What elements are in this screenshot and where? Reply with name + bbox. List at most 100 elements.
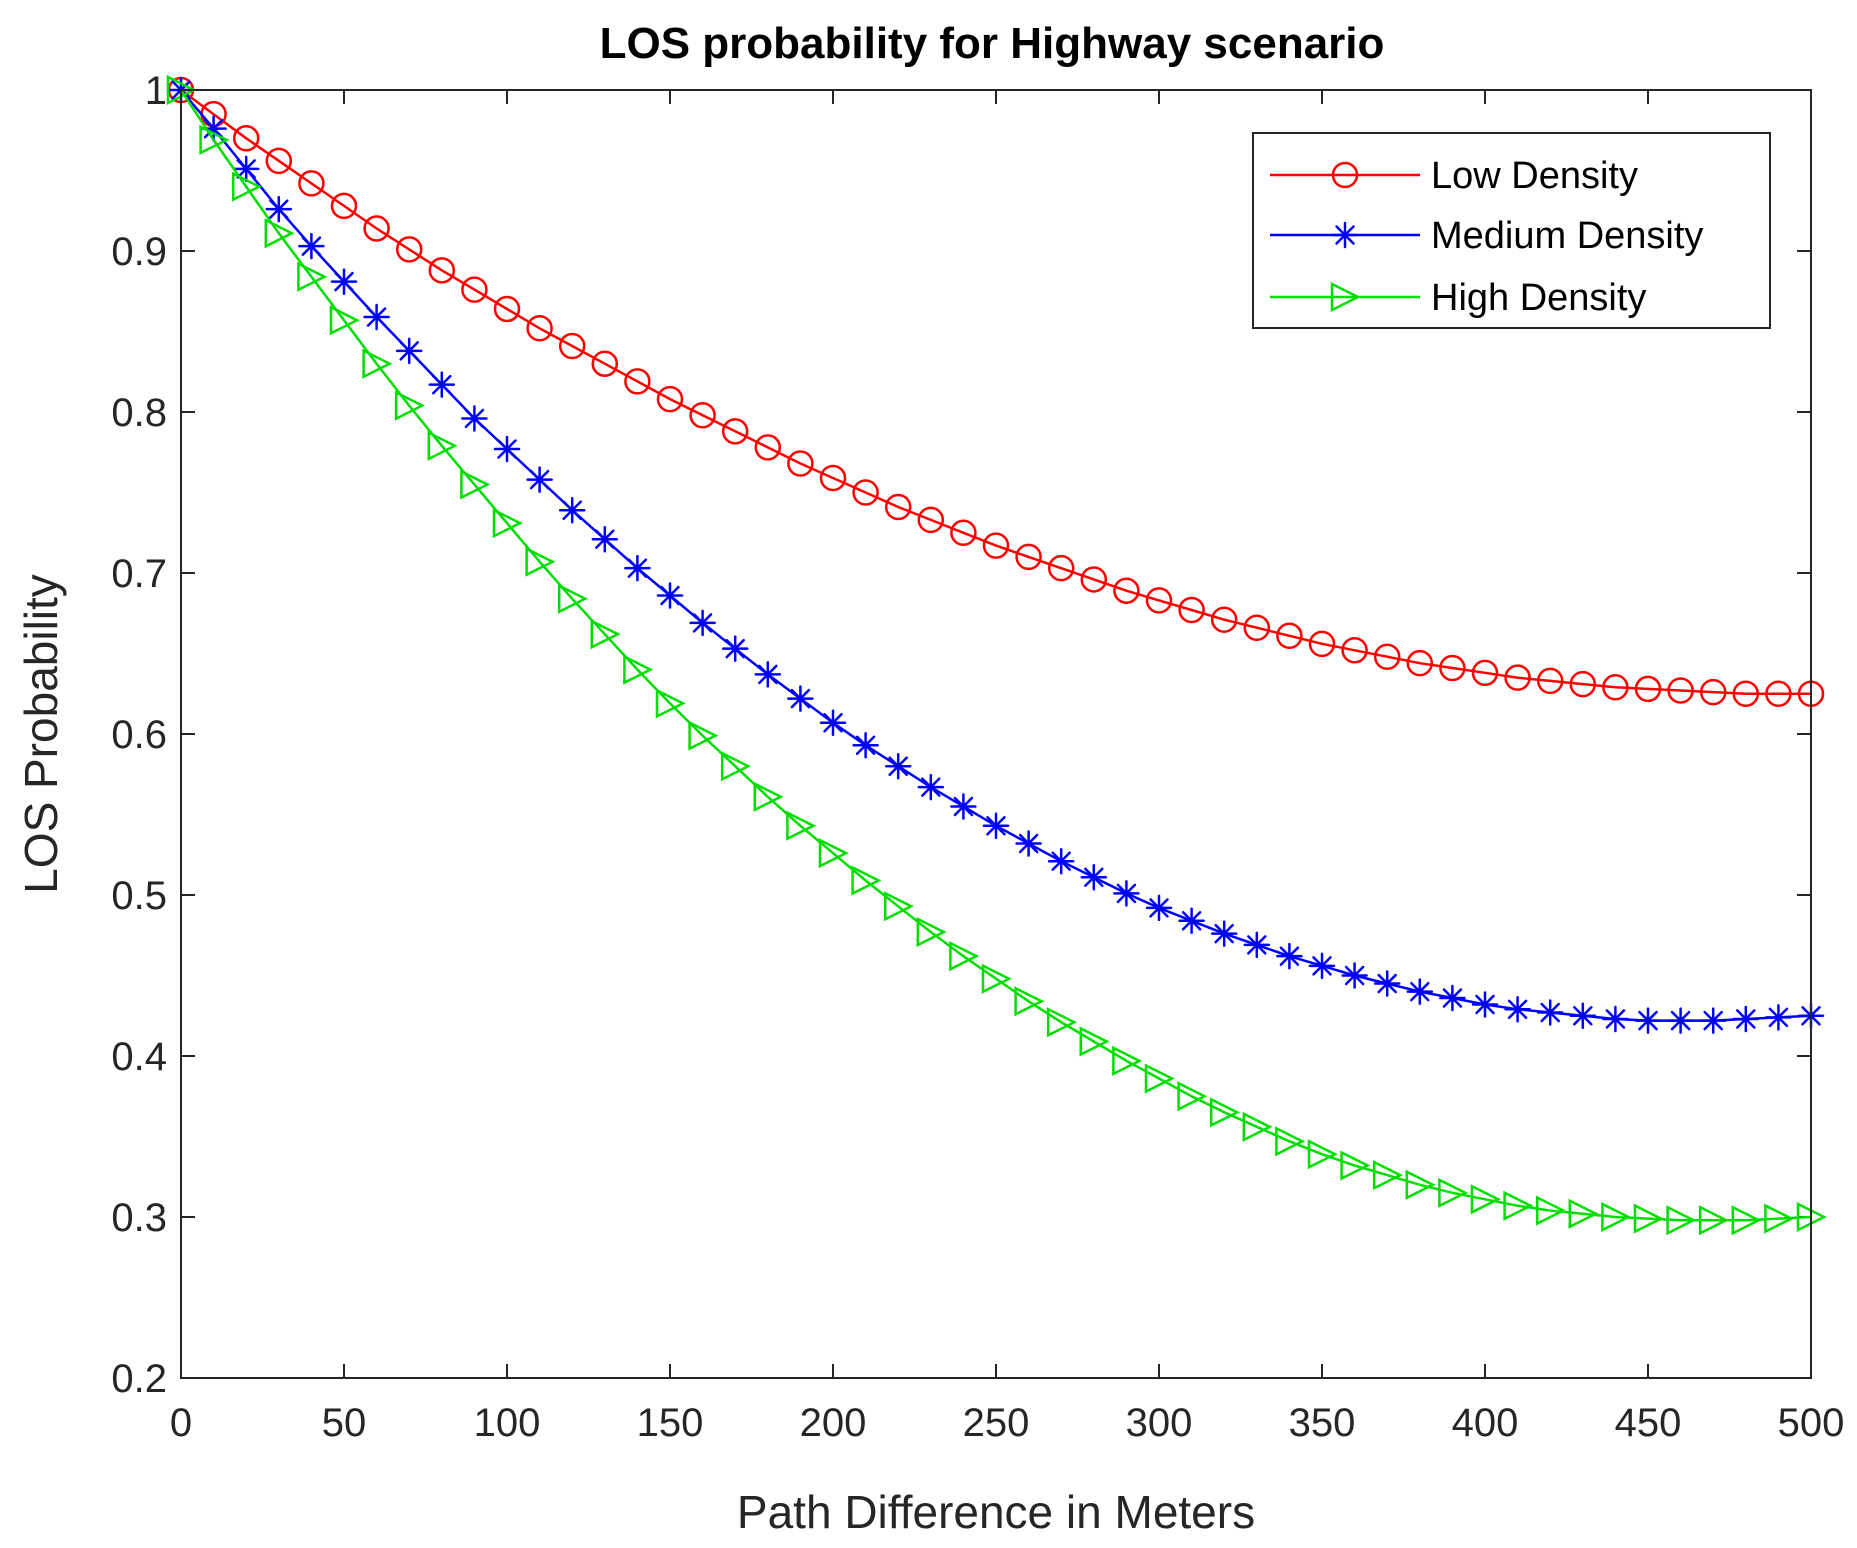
data-point-medium-density (461, 405, 488, 432)
data-point-low-density (1178, 596, 1205, 624)
data-point-low-density (461, 276, 488, 303)
asterisk-stroke (1018, 833, 1039, 854)
y-tick-label: 0.9 (111, 230, 167, 274)
x-tick-label: 300 (1126, 1401, 1193, 1445)
y-axis: 0.2 0.3 0.4 0.5 0.6 0.7 0.8 0.9 1 (111, 69, 1811, 1401)
data-point-low-density (884, 493, 912, 521)
data-point-high-density (655, 688, 686, 719)
data-point-low-density (852, 479, 879, 506)
data-point-low-density (330, 192, 358, 220)
asterisk-stroke (1442, 988, 1463, 1008)
data-point-high-density (1144, 1063, 1175, 1094)
data-point-medium-density (1732, 1005, 1760, 1033)
legend-marker-low-density (1331, 161, 1359, 189)
data-point-high-density (1112, 1045, 1143, 1076)
x-tick-label: 500 (1778, 1401, 1845, 1445)
data-point-medium-density (232, 155, 260, 183)
asterisk-stroke (1377, 973, 1397, 994)
data-point-high-density (688, 720, 719, 751)
data-point-medium-density (591, 525, 619, 553)
data-point-medium-density (1276, 942, 1303, 970)
data-point-medium-density (656, 582, 684, 609)
data-point-low-density (1113, 577, 1140, 604)
data-point-medium-density (1341, 962, 1368, 989)
asterisk-stroke (1540, 1002, 1560, 1023)
data-point-high-density (883, 891, 914, 922)
data-point-medium-density (1373, 970, 1401, 997)
data-point-low-density (624, 368, 651, 395)
data-point-high-density (1666, 1205, 1697, 1236)
data-point-high-density (525, 546, 556, 577)
data-point-low-density (1308, 630, 1336, 658)
data-point-medium-density (982, 812, 1010, 840)
asterisk-stroke (464, 408, 485, 429)
x-axis: 0 50 100 150 200 250 300 350 400 450 500 (170, 90, 1845, 1445)
data-point-medium-density (265, 195, 293, 223)
asterisk-stroke (1605, 1009, 1626, 1029)
data-point-low-density (819, 464, 847, 492)
legend-label-low-density: Low Density (1431, 155, 1638, 197)
asterisk-stroke (758, 664, 778, 685)
asterisk-stroke (236, 159, 256, 179)
x-tick-label: 400 (1452, 1401, 1519, 1445)
data-point-high-density (981, 963, 1012, 994)
asterisk-stroke (790, 688, 811, 709)
legend-label-high-density: High Density (1431, 277, 1646, 319)
asterisk-stroke (1084, 867, 1104, 888)
data-point-low-density (1047, 554, 1075, 582)
data-point-high-density (1209, 1097, 1240, 1128)
data-point-low-density (1373, 643, 1401, 670)
data-point-medium-density (1210, 920, 1238, 947)
y-tick-label: 0.6 (111, 713, 167, 757)
data-point-medium-density (1536, 999, 1564, 1026)
asterisk-stroke (1116, 883, 1137, 904)
y-tick-label: 0.8 (111, 391, 167, 435)
data-point-high-density (199, 124, 230, 155)
asterisk-stroke (888, 756, 908, 776)
data-point-low-density (1341, 637, 1368, 664)
data-point-low-density (395, 236, 423, 263)
data-point-medium-density (1178, 907, 1205, 935)
data-point-high-density (916, 917, 947, 948)
data-point-medium-density (721, 635, 749, 662)
x-tick-label: 100 (474, 1401, 541, 1445)
data-point-medium-density (1439, 984, 1466, 1012)
data-point-high-density (623, 654, 654, 685)
data-point-medium-density (330, 268, 358, 295)
data-point-low-density (1634, 675, 1662, 703)
data-point-high-density (1014, 986, 1045, 1017)
data-point-low-density (754, 434, 782, 461)
data-point-medium-density (428, 371, 456, 398)
data-point-high-density (1535, 1195, 1566, 1226)
data-point-high-density (851, 865, 882, 896)
data-point-medium-density (1504, 996, 1531, 1023)
asterisk-stroke (1149, 898, 1169, 918)
data-point-low-density (591, 350, 619, 377)
x-tick-label: 150 (637, 1401, 704, 1445)
asterisk-stroke (1410, 981, 1430, 1002)
series-layer (166, 74, 1827, 1236)
asterisk-stroke (1247, 935, 1267, 955)
data-point-high-density (1568, 1198, 1599, 1229)
data-point-medium-density (884, 752, 912, 780)
asterisk-stroke (921, 777, 941, 797)
asterisk-stroke (1312, 956, 1332, 976)
data-point-low-density (787, 450, 814, 477)
data-point-medium-density (624, 554, 651, 582)
data-point-medium-density (1015, 830, 1042, 857)
data-point-high-density (362, 348, 393, 379)
asterisk-stroke (986, 816, 1006, 836)
data-point-low-density (982, 532, 1010, 559)
data-point-medium-density (526, 466, 553, 493)
data-point-medium-density (917, 773, 945, 801)
asterisk-stroke (1670, 1010, 1691, 1031)
asterisk-stroke (1573, 1006, 1593, 1026)
data-point-low-density (689, 401, 716, 429)
x-tick-label: 200 (800, 1401, 867, 1445)
data-point-medium-density (950, 793, 977, 820)
data-point-high-density (329, 305, 360, 336)
asterisk-stroke (1507, 999, 1528, 1020)
data-point-medium-density (1080, 864, 1108, 891)
data-point-low-density (298, 170, 325, 197)
